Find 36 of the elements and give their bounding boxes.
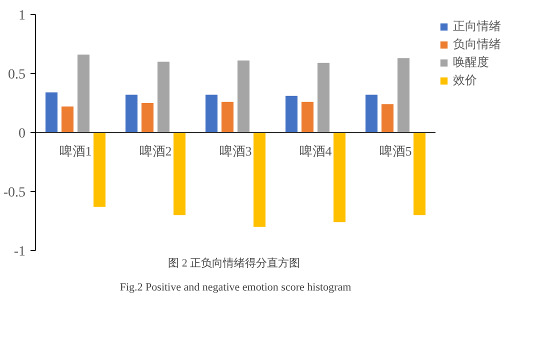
bar [78, 54, 90, 132]
bar [94, 132, 106, 207]
y-tick-label: 1 [18, 8, 26, 24]
y-tick-label: -0.5 [3, 186, 26, 200]
bar [174, 132, 186, 216]
bar [302, 102, 314, 132]
bar [142, 103, 154, 132]
bar [414, 132, 426, 216]
bar [382, 104, 394, 132]
caption: 图 2 正负向情绪得分直方图 [168, 256, 300, 270]
legend-label: 负向情绪 [453, 36, 501, 53]
bar [238, 60, 250, 132]
bar [46, 92, 58, 132]
bar [126, 94, 138, 132]
x-tick-label: 啤酒4 [299, 144, 332, 158]
bar [366, 94, 378, 132]
bar [206, 94, 218, 132]
bar [334, 132, 346, 222]
bar [158, 62, 170, 132]
y-tick-label: 0 [18, 126, 26, 142]
legend-label: 唤醒度 [453, 54, 489, 71]
bar [62, 106, 74, 132]
x-tick-label: 啤酒5 [379, 144, 412, 158]
x-tick-label: 啤酒2 [139, 144, 172, 158]
y-tick-label: 0.5 [8, 68, 26, 82]
x-tick-label: 啤酒3 [219, 144, 252, 158]
bar [222, 102, 234, 132]
x-tick-label: 啤酒1 [59, 144, 92, 158]
bar [398, 58, 410, 132]
bar [254, 132, 266, 227]
y-tick-label: -1 [14, 244, 26, 260]
legend-label: 正向情绪 [453, 18, 501, 35]
bar [318, 62, 330, 132]
legend-label: 效价 [453, 72, 477, 89]
bar [286, 96, 298, 132]
caption: Fig.2 Positive and negative emotion score histogram [120, 282, 352, 294]
